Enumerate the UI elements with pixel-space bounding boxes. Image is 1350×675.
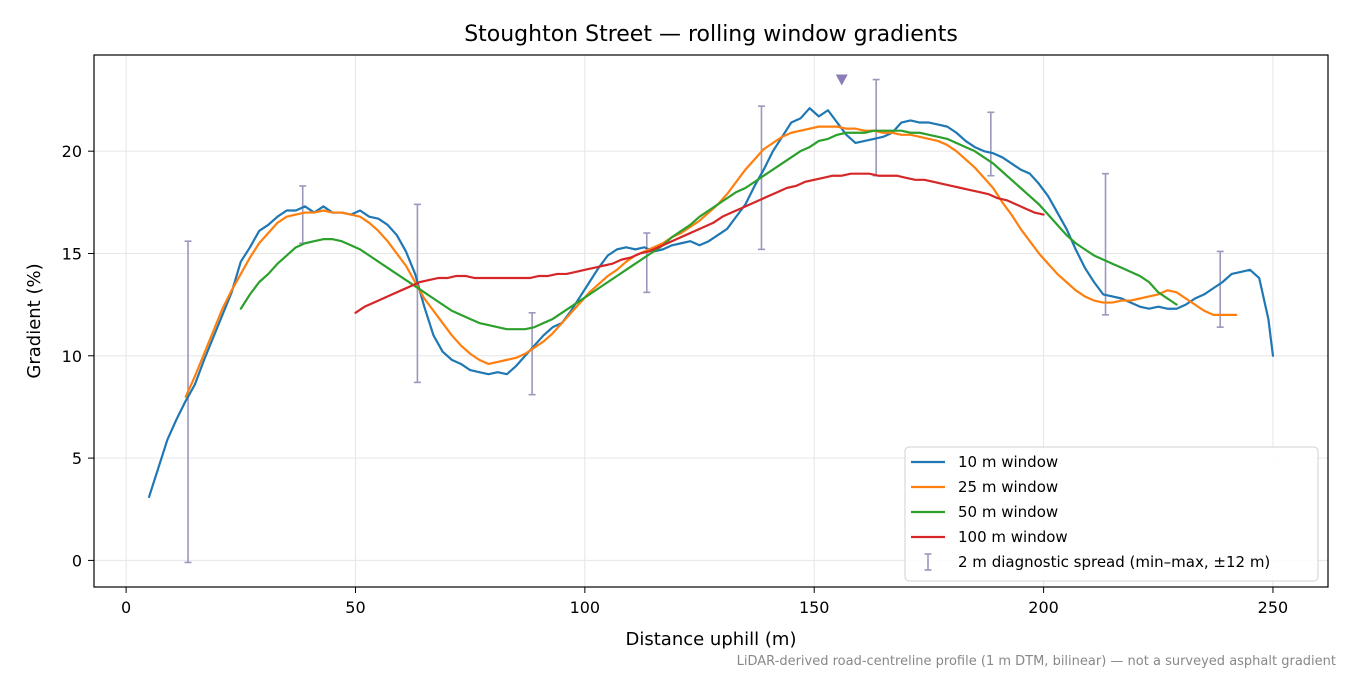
x-axis-title: Distance uphill (m)	[626, 629, 797, 650]
errorbar	[184, 240, 192, 564]
legend-entry: 100 m window	[911, 528, 1068, 546]
legend-entry: 2 m diagnostic spread (min–max, ±12 m)	[924, 553, 1270, 571]
errorbar	[528, 312, 536, 396]
legend-label: 100 m window	[958, 528, 1068, 546]
y-tick-label: 0	[72, 551, 82, 570]
legend-label: 25 m window	[958, 478, 1058, 496]
x-tick-label: 0	[121, 598, 131, 617]
legend-label: 50 m window	[958, 503, 1058, 521]
x-tick-label: 50	[345, 598, 365, 617]
legend-entry: 50 m window	[911, 503, 1058, 521]
y-tick-label: 10	[62, 347, 82, 366]
x-tick-label: 150	[799, 598, 830, 617]
marker-layer	[835, 74, 848, 86]
legend: 10 m window 25 m window 50 m window 100 m w…	[904, 446, 1319, 582]
x-tick-label: 250	[1258, 598, 1289, 617]
legend-swatch	[924, 553, 932, 571]
plot-frame	[93, 54, 1329, 588]
x-tick-label: 100	[570, 598, 601, 617]
legend-box	[904, 446, 1319, 582]
legend-label: 10 m window	[958, 453, 1058, 471]
x-tick-label: 200	[1028, 598, 1059, 617]
series-line-3	[239, 129, 1178, 331]
legend-label: 2 m diagnostic spread (min–max, ±12 m)	[958, 553, 1270, 571]
x-axis-ticks: 0 50 100 150 200 250	[121, 587, 1288, 617]
legend-entry: 25 m window	[911, 478, 1058, 496]
chart-title: Stoughton Street — rolling window gradie…	[464, 22, 958, 47]
y-tick-label: 15	[62, 244, 82, 263]
peak-marker	[835, 74, 848, 86]
legend-entry: 10 m window	[911, 453, 1058, 471]
y-tick-label: 5	[72, 449, 82, 468]
series-line-4	[354, 172, 1045, 314]
errorbar	[987, 111, 995, 177]
errorbar	[1102, 172, 1110, 316]
footnote: LiDAR-derived road-centreline profile (1…	[737, 654, 1336, 669]
y-tick-label: 20	[62, 142, 82, 161]
y-axis-ticks: 0 5 10 15 20	[62, 142, 94, 570]
errorbar	[643, 232, 651, 294]
errorbar	[413, 203, 421, 384]
y-axis-title: Gradient (%)	[24, 263, 45, 378]
series-layer	[147, 107, 1275, 499]
